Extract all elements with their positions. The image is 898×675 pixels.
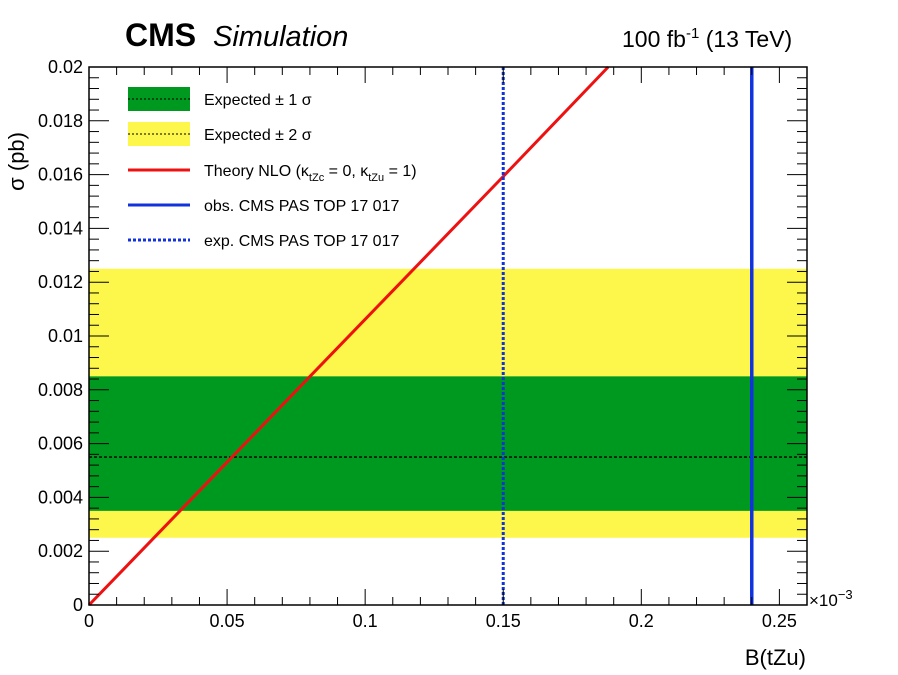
theory-nlo-line [87, 65, 610, 607]
lumi-label: 100 fb-1 (13 TeV) [622, 25, 792, 52]
cms-label: CMS [125, 17, 196, 53]
x-tick-label: 0.25 [762, 611, 797, 631]
legend-swatch-band2 [128, 122, 190, 146]
legend: Expected ± 1 σ Expected ± 2 σ Theory NLO (… [128, 87, 417, 250]
simulation-label: Simulation [213, 21, 348, 53]
x-tick-label: 0.1 [353, 611, 378, 631]
limit-lines [87, 65, 807, 607]
x-tick-label: 0.2 [629, 611, 654, 631]
y-tick-label: 0.018 [38, 111, 83, 131]
y-tick-label: 0.012 [38, 272, 83, 292]
legend-swatch-band1 [128, 87, 190, 111]
x-tick-label: 0.15 [486, 611, 521, 631]
legend-label-band2: Expected ± 2 σ [204, 127, 312, 144]
band-1sigma [89, 376, 807, 511]
y-tick-label: 0.008 [38, 380, 83, 400]
legend-label-obs: obs. CMS PAS TOP 17 017 [204, 198, 399, 215]
y-axis-ticks: 0 0.002 0.004 0.006 0.008 0.01 0.012 0.014 0.016… [38, 57, 807, 615]
y-tick-label: 0.004 [38, 487, 83, 507]
x-axis-ticks: 0 0.05 0.1 0.15 0.2 0.25 [84, 67, 808, 631]
y-tick-label: 0.016 [38, 165, 83, 185]
x-axis-title: B(tZu) [745, 645, 806, 670]
x-tick-label: 0.05 [210, 611, 245, 631]
y-tick-label: 0.006 [38, 434, 83, 454]
legend-label-band1: Expected ± 1 σ [204, 92, 312, 109]
y-tick-label: 0.01 [48, 326, 83, 346]
y-tick-label: 0.002 [38, 541, 83, 561]
legend-label-exp: exp. CMS PAS TOP 17 017 [204, 233, 399, 250]
uncertainty-bands [89, 268, 807, 538]
x-axis-multiplier: ×10−3 [809, 587, 853, 610]
x-tick-label: 0 [84, 611, 94, 631]
y-tick-label: 0.02 [48, 57, 83, 77]
y-axis-title: σ (pb) [4, 132, 29, 191]
legend-label-theory: Theory NLO (κtZc = 0, κtZu = 1) [204, 163, 417, 184]
y-tick-label: 0 [73, 595, 83, 615]
y-tick-label: 0.014 [38, 218, 83, 238]
